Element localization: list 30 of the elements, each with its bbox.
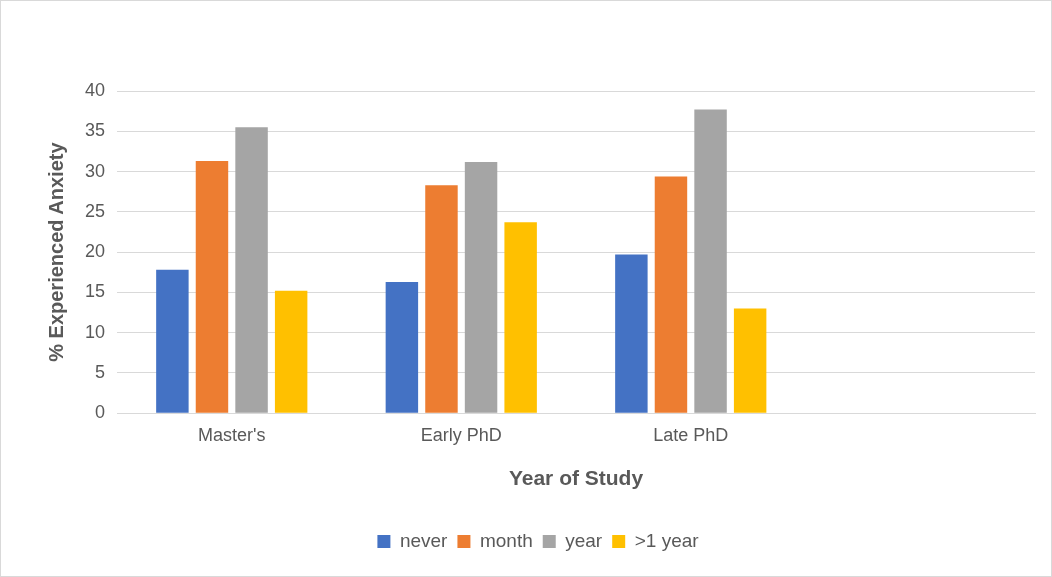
legend-label: never bbox=[399, 529, 449, 551]
bar bbox=[195, 161, 229, 413]
bar bbox=[425, 185, 458, 413]
bar bbox=[156, 269, 189, 413]
y-axis-title: % Experienced Anxiety bbox=[44, 141, 67, 362]
legend-label: year bbox=[565, 529, 603, 551]
bar bbox=[274, 290, 308, 413]
bar bbox=[694, 109, 727, 413]
y-tick-label: 30 bbox=[84, 160, 106, 181]
legend-label: month bbox=[479, 529, 533, 551]
x-tick-label: Late PhD bbox=[653, 424, 729, 445]
bar bbox=[504, 222, 537, 413]
y-tick-label: 35 bbox=[84, 120, 106, 141]
bar bbox=[615, 254, 648, 413]
y-tick-label: 0 bbox=[95, 402, 106, 423]
bar bbox=[464, 161, 498, 413]
bar bbox=[235, 127, 268, 413]
bar bbox=[733, 308, 767, 413]
x-axis-title: Year of Study bbox=[508, 466, 644, 490]
bar bbox=[385, 281, 419, 413]
bar bbox=[654, 176, 688, 413]
y-tick-label: 20 bbox=[84, 241, 106, 262]
legend-label: >1 year bbox=[634, 529, 700, 551]
y-tick-label: 25 bbox=[84, 200, 106, 221]
y-tick-label: 40 bbox=[84, 79, 106, 100]
x-tick-label: Master's bbox=[198, 424, 266, 445]
y-tick-label: 15 bbox=[84, 281, 106, 302]
y-tick-label: 10 bbox=[84, 321, 106, 342]
x-tick-label: Early PhD bbox=[420, 424, 502, 445]
y-tick-label: 5 bbox=[95, 361, 106, 382]
